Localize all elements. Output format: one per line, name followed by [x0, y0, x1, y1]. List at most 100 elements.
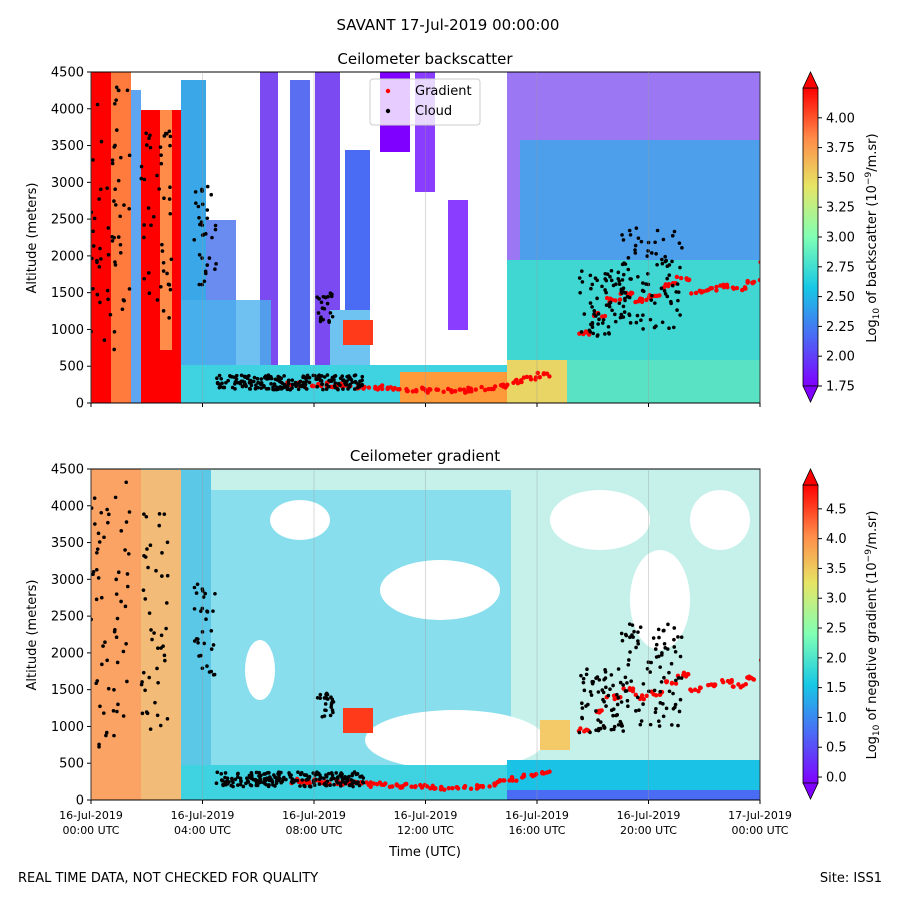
cloud-point: [210, 235, 214, 240]
cloud-point: [91, 569, 96, 574]
cloud-point: [286, 380, 291, 385]
gradient-point: [425, 390, 430, 395]
gradient-point: [486, 386, 491, 392]
gradient-point: [701, 289, 706, 294]
cloud-point: [603, 271, 608, 276]
cloud-point: [106, 226, 111, 230]
cloud-point: [598, 720, 603, 724]
cloud-point: [674, 678, 678, 683]
gradient-point: [685, 671, 691, 677]
gradient-point: [379, 383, 385, 388]
cloud-point: [660, 257, 664, 262]
gradient-point: [763, 659, 767, 663]
cloud-point: [638, 722, 643, 727]
cloud-point: [108, 312, 113, 317]
cloud-point: [610, 308, 614, 313]
cloud-point: [214, 262, 218, 266]
gradient-point: [375, 782, 380, 787]
cloud-point: [626, 267, 631, 272]
cloud-point: [213, 267, 217, 272]
colorbar-tick-label: 0.0: [826, 771, 847, 786]
cloud-point: [650, 293, 654, 298]
cloud-point: [205, 609, 209, 614]
cloud-point: [578, 290, 582, 295]
cloud-point: [285, 384, 290, 388]
xlabel: Time (UTC): [388, 845, 461, 860]
panel1-axes: 0 500 1000 1500 2000 2500 3000 3500 4000 4500: [51, 66, 761, 412]
cloud-point: [147, 611, 152, 615]
cloud-point: [609, 268, 614, 273]
xtick-time: 12:00 UTC: [397, 824, 454, 837]
cloud-point: [608, 274, 612, 279]
gradient-point: [678, 275, 684, 281]
cloud-point: [165, 540, 170, 545]
cloud-point: [106, 520, 110, 525]
xtick-time: 08:00 UTC: [285, 824, 342, 837]
cloud-point: [329, 702, 334, 707]
cloud-point: [253, 386, 258, 391]
cloud-point: [279, 376, 284, 381]
cloud-point: [611, 683, 615, 688]
cloud-point: [665, 647, 670, 651]
cloud-point: [615, 692, 619, 697]
cloud-point: [603, 332, 607, 336]
gradient-point: [745, 280, 750, 285]
cloud-point: [637, 708, 641, 712]
cloud-point: [197, 282, 202, 287]
cloud-point: [217, 385, 222, 390]
ytick-label: 3500: [51, 139, 84, 154]
cloud-point: [350, 773, 354, 778]
cloud-point: [99, 257, 103, 261]
gradient-point: [368, 780, 373, 785]
cloud-point: [205, 208, 210, 212]
cloud-point: [636, 639, 640, 643]
xtick-time: 04:00 UTC: [174, 824, 231, 837]
cloud-point: [111, 709, 116, 713]
cloud-point: [124, 641, 128, 646]
cloud-point: [665, 264, 670, 269]
cloud-point: [142, 512, 146, 516]
cloud-point: [620, 233, 624, 237]
cloud-point: [97, 742, 101, 747]
colorbar-gradient: 0.0 0.5 1.0 1.5 2.0 2.5 3.0 3.5 4.0 4.5 Log10 of …: [802, 468, 882, 800]
cloud-point: [127, 287, 132, 291]
cloud-point: [677, 241, 682, 245]
cloud-point: [271, 783, 275, 787]
gradient-point: [373, 384, 378, 390]
cloud-point: [157, 512, 162, 516]
cloud-point: [139, 682, 144, 687]
cloud-point: [197, 252, 202, 257]
cloud-point: [168, 287, 173, 292]
ytick-label: 1000: [51, 720, 84, 735]
cloud-point: [161, 269, 166, 273]
gradient-point: [387, 784, 393, 790]
gradient-point: [681, 670, 687, 676]
cloud-point: [209, 192, 214, 197]
cloud-point: [202, 641, 207, 646]
cloud-point: [329, 705, 333, 709]
cloud-point: [150, 637, 154, 642]
cloud-point: [144, 131, 148, 136]
gradient-point: [511, 380, 516, 385]
cloud-point: [318, 692, 323, 697]
cloud-point: [276, 387, 281, 392]
gradient-point: [689, 291, 694, 296]
gradient-point: [541, 371, 547, 376]
cloud-point: [242, 380, 247, 384]
cloud-point: [600, 284, 604, 289]
panel2-ylabel: Altitude (meters): [25, 580, 40, 691]
cloud-point: [140, 711, 145, 716]
cloud-point: [207, 256, 212, 260]
cloud-point: [91, 256, 94, 261]
cloud-point: [214, 781, 219, 786]
cloud-point: [592, 309, 597, 313]
gradient-point: [533, 771, 539, 777]
cloud-point: [290, 378, 295, 383]
cloud-point: [604, 685, 608, 690]
xtick-date: 16-Jul-2019: [617, 809, 681, 822]
cloud-point: [121, 649, 126, 654]
cloud-point: [249, 770, 254, 775]
cloud-point: [590, 679, 595, 684]
cloud-point: [602, 699, 606, 704]
gradient-point: [736, 682, 741, 687]
